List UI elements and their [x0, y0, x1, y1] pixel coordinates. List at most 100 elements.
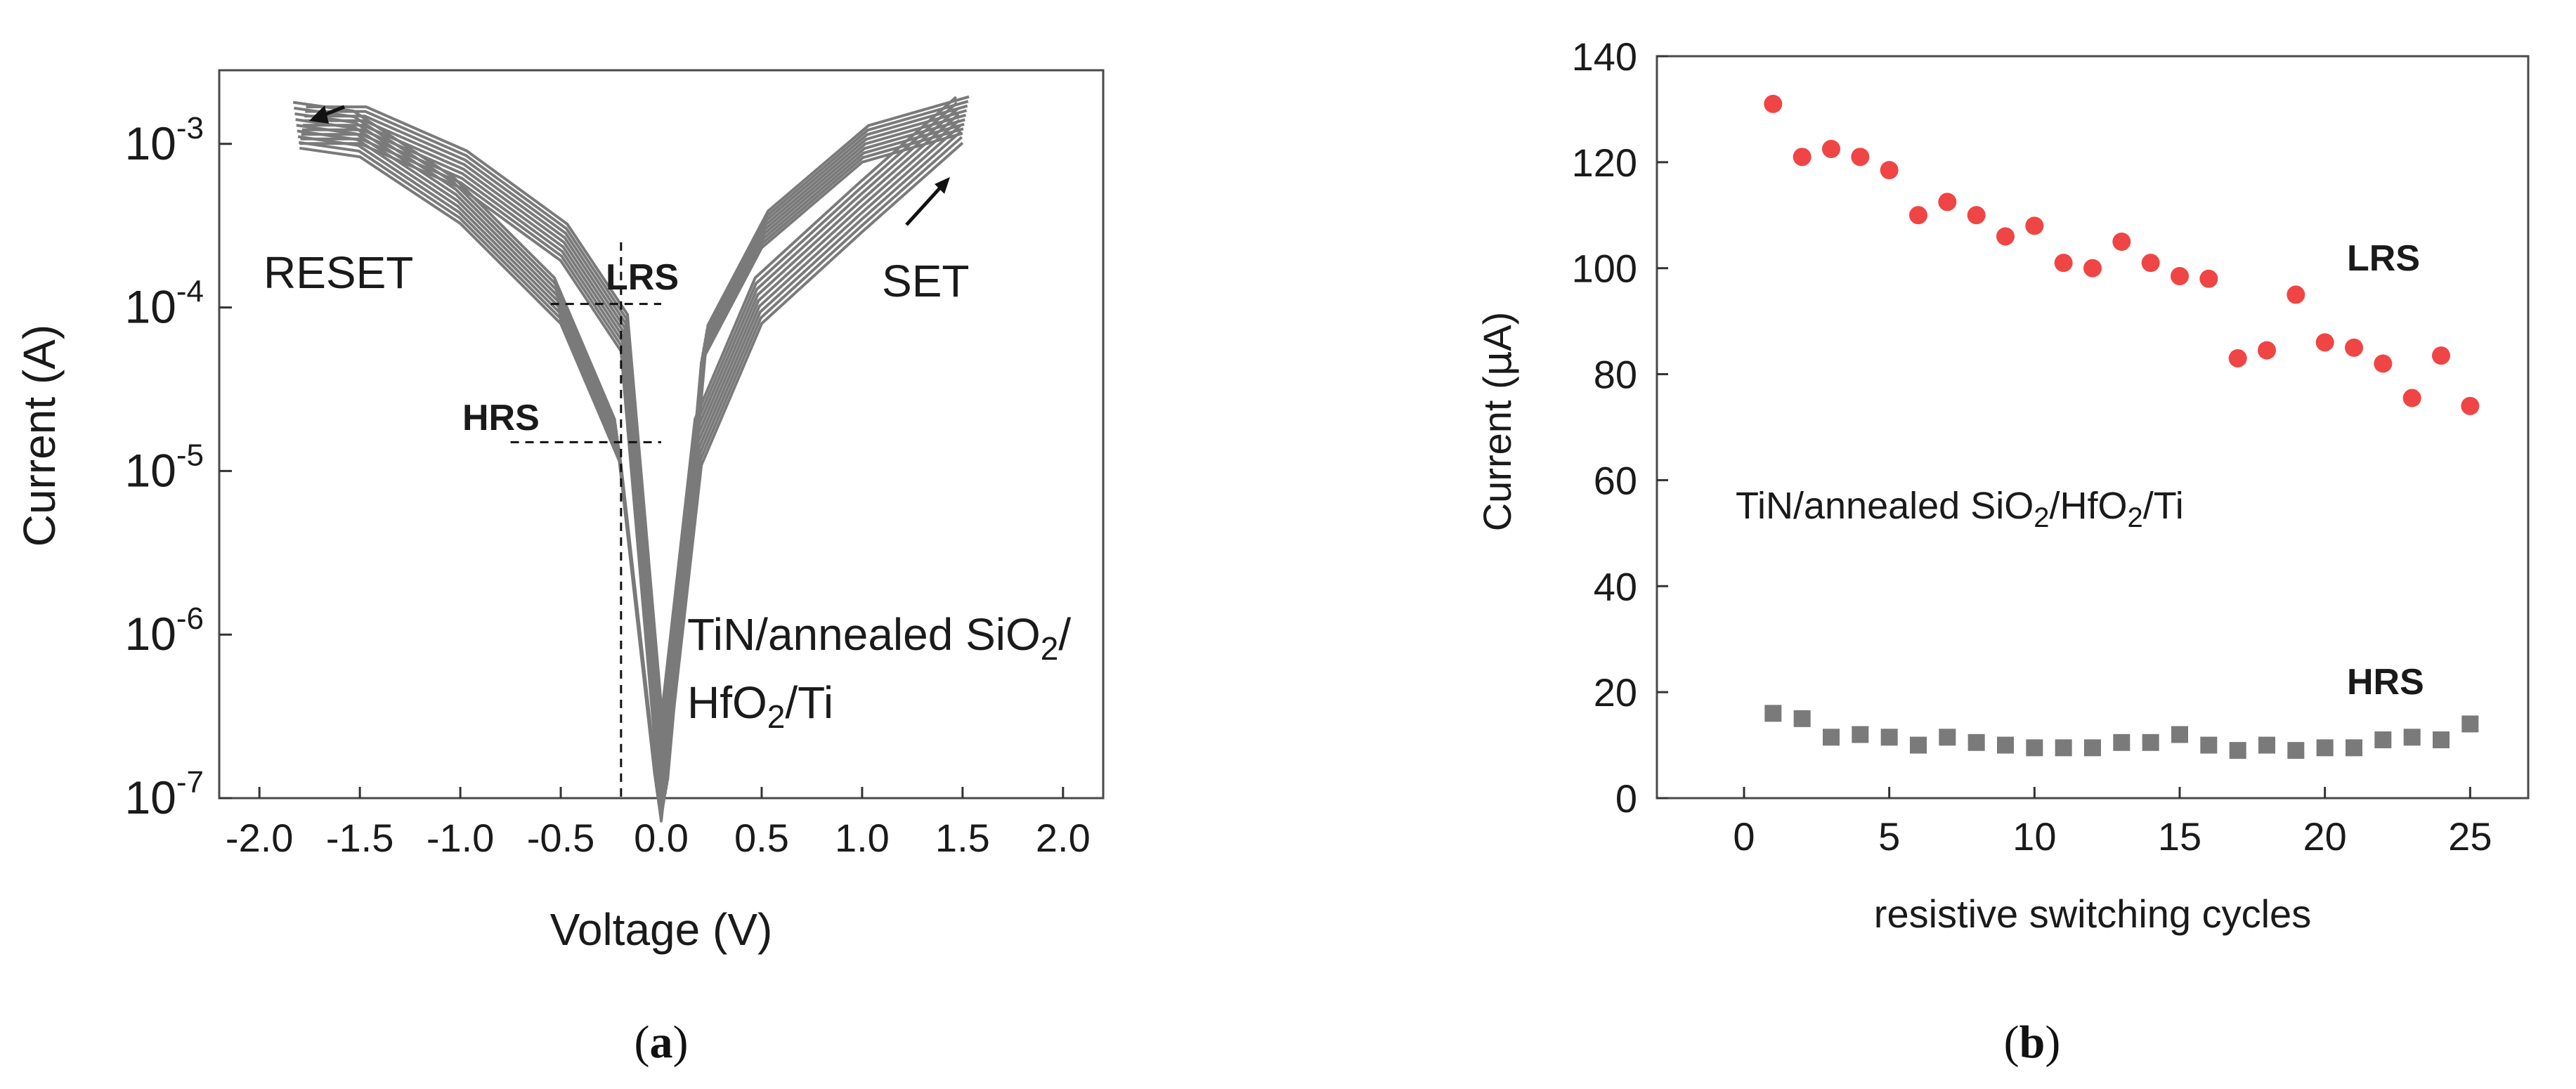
hrs-point — [2142, 733, 2159, 751]
read-dashed-lines — [510, 242, 661, 798]
hrs-point — [2026, 739, 2043, 757]
x-tick-label-a: -1.5 — [326, 816, 394, 860]
hrs-point — [2258, 736, 2275, 754]
hrs-point — [2287, 742, 2305, 759]
iv-curve — [306, 95, 970, 781]
plot-frame-a — [218, 69, 1105, 800]
x-axis-title-a: Voltage (V) — [550, 904, 773, 955]
hrs-label-a: HRS — [462, 398, 540, 438]
y-tick-label-b: 60 — [1594, 458, 1637, 502]
x-axis-title-b: resistive switching cycles — [1874, 892, 2311, 936]
y-axis-title-a: Current (A) — [14, 325, 65, 547]
y-axis-title-b: Current (μA) — [1475, 312, 1521, 532]
device-label-a-line1: TiN/annealed SiO2/ — [687, 609, 1071, 667]
iv-curves — [292, 95, 970, 823]
y-ticks-a: 10-7 10-6 10-5 10-4 10-3 — [124, 111, 232, 823]
iv-curve — [301, 122, 965, 809]
y-tick-label-a: 10-7 — [124, 765, 204, 823]
x-tick-label-a: 0.5 — [734, 816, 789, 860]
panel-b: 0 5 10 15 20 25 0 20 40 60 80 100 120 140 LRS HRS Ti… — [1475, 34, 2530, 1068]
lrs-point — [2171, 267, 2189, 286]
caption-b: (b) — [2004, 1017, 2061, 1068]
y-tick-label-b: 140 — [1572, 34, 1637, 79]
lrs-label-b: LRS — [2347, 238, 2420, 279]
reset-arrow — [309, 105, 345, 124]
x-tick-label-b: 0 — [1733, 814, 1755, 859]
lrs-point — [2345, 338, 2363, 357]
x-ticks-b: 0 5 10 15 20 25 — [1733, 787, 2492, 859]
iv-curve — [302, 113, 966, 800]
x-tick-label-a: -0.5 — [527, 816, 595, 860]
set-arrow — [905, 177, 950, 226]
hrs-point — [1852, 726, 1869, 743]
hrs-point — [1880, 729, 1898, 746]
hrs-point — [2200, 736, 2218, 754]
lrs-point — [2286, 285, 2305, 304]
x-tick-label-a: 1.0 — [835, 816, 890, 860]
x-tick-label-a: 2.0 — [1036, 816, 1091, 860]
set-label: SET — [882, 256, 969, 306]
x-tick-label-b: 20 — [2303, 814, 2347, 859]
lrs-point — [1793, 148, 1811, 167]
lrs-point — [2083, 259, 2102, 278]
x-tick-label-b: 25 — [2448, 814, 2492, 859]
lrs-point — [1967, 206, 1986, 225]
hrs-point — [2055, 739, 2072, 757]
hrs-point — [1967, 733, 1985, 751]
lrs-point — [2432, 346, 2450, 365]
caption-a: (a) — [635, 1017, 689, 1068]
lrs-point — [1764, 94, 1783, 113]
iv-curve — [292, 96, 958, 777]
y-tick-label-a: 10-5 — [124, 438, 204, 496]
device-label-a-line2: HfO2/Ti — [687, 677, 833, 735]
panel-a: -2.0 -1.5 -1.0 -0.5 0.0 0.5 1.0 1.5 2.0 10-7 10-6… — [14, 69, 1105, 1068]
x-tick-label-a: 0.0 — [634, 816, 689, 860]
iv-curve — [299, 131, 963, 819]
lrs-point — [2141, 254, 2160, 273]
hrs-point — [2084, 739, 2101, 757]
plot-frame-b — [1655, 55, 2530, 800]
lrs-point — [1996, 227, 2015, 246]
x-tick-label-a: -1.0 — [427, 816, 495, 860]
y-tick-label-b: 100 — [1572, 247, 1637, 291]
lrs-point — [2025, 216, 2044, 235]
x-tick-label-a: -2.0 — [226, 816, 294, 860]
hrs-point — [2433, 731, 2450, 749]
lrs-point — [1822, 140, 1840, 158]
lrs-point — [1851, 148, 1870, 167]
y-tick-label-b: 120 — [1572, 141, 1637, 185]
x-tick-label-b: 10 — [2012, 814, 2056, 859]
lrs-point — [1938, 193, 1957, 211]
hrs-point — [2229, 742, 2246, 759]
y-tick-label-a: 10-3 — [124, 111, 204, 169]
lrs-point — [1880, 161, 1899, 180]
x-ticks-a: -2.0 -1.5 -1.0 -0.5 0.0 0.5 1.0 1.5 2.0 — [226, 787, 1091, 860]
x-tick-label-b: 5 — [1878, 814, 1900, 859]
y-tick-label-b: 20 — [1594, 670, 1637, 715]
hrs-point — [2346, 739, 2362, 757]
y-ticks-b: 0 20 40 60 80 100 120 140 — [1572, 34, 1668, 821]
reset-label: RESET — [264, 247, 413, 298]
y-tick-label-b: 40 — [1594, 564, 1637, 608]
lrs-point — [1909, 206, 1927, 225]
hrs-point — [2171, 726, 2188, 743]
x-tick-label-a: 1.5 — [935, 816, 990, 860]
lrs-label-a: LRS — [606, 257, 679, 298]
lrs-point — [2461, 396, 2480, 415]
lrs-point — [2315, 333, 2334, 352]
lrs-point — [2199, 269, 2218, 288]
hrs-point — [1910, 736, 1927, 754]
lrs-point — [2112, 233, 2131, 251]
lrs-point — [2402, 389, 2421, 407]
lrs-point — [2054, 254, 2073, 273]
hrs-point — [1823, 729, 1840, 746]
iv-curve — [298, 136, 963, 817]
hrs-point — [2461, 715, 2479, 733]
y-tick-label-b: 0 — [1615, 776, 1637, 821]
lrs-point — [2228, 348, 2247, 367]
hrs-point — [1793, 710, 1811, 727]
hrs-point — [1997, 736, 2014, 754]
hrs-point — [2374, 731, 2392, 749]
hrs-point — [1764, 705, 1782, 722]
